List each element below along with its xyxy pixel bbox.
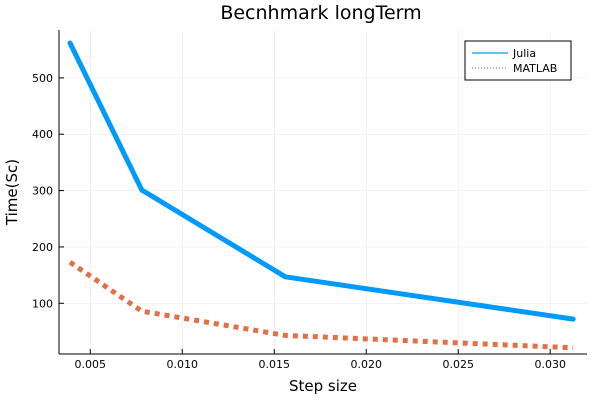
x-tick-label: 0.015 — [258, 358, 290, 371]
x-tick-label: 0.020 — [350, 358, 382, 371]
legend-box — [464, 40, 572, 81]
legend: Julia MATLAB — [464, 40, 572, 81]
legend-label-julia: Julia — [512, 47, 536, 60]
y-tick-label: 300 — [32, 185, 53, 198]
x-ticks: 0.005 0.010 0.015 0.020 0.025 0.030 — [75, 349, 566, 371]
axes — [58, 30, 587, 355]
y-tick-label: 100 — [32, 297, 53, 310]
x-tick-label: 0.030 — [534, 358, 566, 371]
x-axis-label: Step size — [289, 377, 357, 395]
x-tick-label: 0.010 — [167, 358, 199, 371]
y-tick-label: 400 — [32, 128, 53, 141]
y-tick-label: 200 — [32, 241, 53, 254]
series — [67, 40, 576, 351]
series-line-julia — [67, 40, 576, 322]
legend-label-matlab: MATLAB — [513, 62, 557, 75]
series-line-matlab — [68, 260, 574, 351]
y-axis-label: Time(Sc) — [3, 159, 21, 226]
chart-title: Becnhmark longTerm — [220, 2, 421, 24]
y-ticks: 100 200 300 400 500 — [32, 72, 64, 310]
x-tick-label: 0.025 — [442, 358, 474, 371]
y-tick-label: 500 — [32, 72, 53, 85]
x-tick-label: 0.005 — [75, 358, 107, 371]
